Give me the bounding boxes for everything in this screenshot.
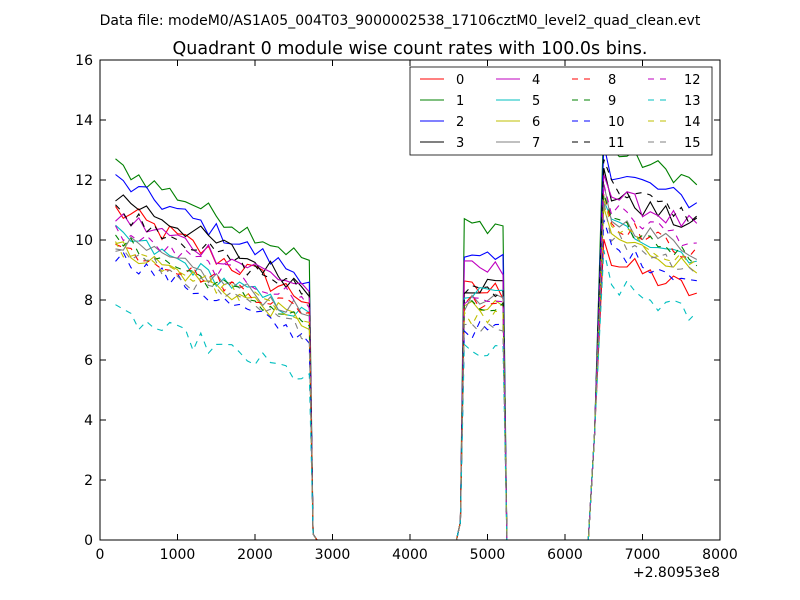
x-offset-label: +2.80953e8 <box>633 565 720 581</box>
x-tick-label: 0 <box>96 547 105 563</box>
legend-label-11: 11 <box>608 136 625 151</box>
y-tick-label: 0 <box>84 533 93 549</box>
legend-label-13: 13 <box>684 94 701 109</box>
plot-area <box>115 119 698 540</box>
y-tick-label: 16 <box>75 53 93 69</box>
x-tick-label: 2000 <box>237 547 273 563</box>
y-tick-label: 10 <box>75 233 93 249</box>
series-line-15 <box>115 201 698 540</box>
x-tick-label: 1000 <box>160 547 196 563</box>
legend-label-9: 9 <box>608 94 616 109</box>
suptitle: Data file: modeM0/AS1A05_004T03_90000025… <box>100 13 701 29</box>
series-line-11 <box>115 159 698 540</box>
x-tick-label: 6000 <box>547 547 583 563</box>
axes: 0 1000 2000 3000 4000 5000 6000 7000 80000246810… <box>75 53 738 563</box>
legend-label-1: 1 <box>456 94 464 109</box>
legend-label-2: 2 <box>456 115 464 130</box>
legend-label-14: 14 <box>684 115 701 130</box>
legend-label-0: 0 <box>456 73 464 88</box>
legend-label-8: 8 <box>608 73 616 88</box>
legend-label-5: 5 <box>532 94 540 109</box>
x-tick-label: 8000 <box>702 547 738 563</box>
series-line-13 <box>115 249 698 540</box>
legend-label-7: 7 <box>532 136 540 151</box>
chart-title: Quadrant 0 module wise count rates with … <box>173 39 648 59</box>
series-line-12 <box>115 183 697 540</box>
x-tick-label: 3000 <box>315 547 351 563</box>
legend-label-10: 10 <box>608 115 625 130</box>
y-tick-label: 14 <box>75 113 93 129</box>
x-tick-label: 7000 <box>625 547 661 563</box>
y-tick-label: 8 <box>84 293 93 309</box>
series-line-2 <box>115 144 698 540</box>
y-tick-label: 2 <box>84 473 93 489</box>
series-line-8 <box>115 193 698 540</box>
y-tick-label: 4 <box>84 413 93 429</box>
y-tick-label: 12 <box>75 173 93 189</box>
legend-label-3: 3 <box>456 136 464 151</box>
y-tick-label: 6 <box>84 353 93 369</box>
legend-box <box>409 66 713 156</box>
series-line-1 <box>115 119 698 540</box>
legend-label-4: 4 <box>532 73 540 88</box>
x-tick-label: 5000 <box>470 547 506 563</box>
x-tick-label: 4000 <box>392 547 428 563</box>
series-line-7 <box>115 183 698 540</box>
legend-label-6: 6 <box>532 115 540 130</box>
series-line-10 <box>115 219 697 540</box>
legend-label-15: 15 <box>684 136 701 151</box>
series-line-0 <box>115 206 697 540</box>
series-line-9 <box>115 193 698 540</box>
legend-label-12: 12 <box>684 73 701 88</box>
